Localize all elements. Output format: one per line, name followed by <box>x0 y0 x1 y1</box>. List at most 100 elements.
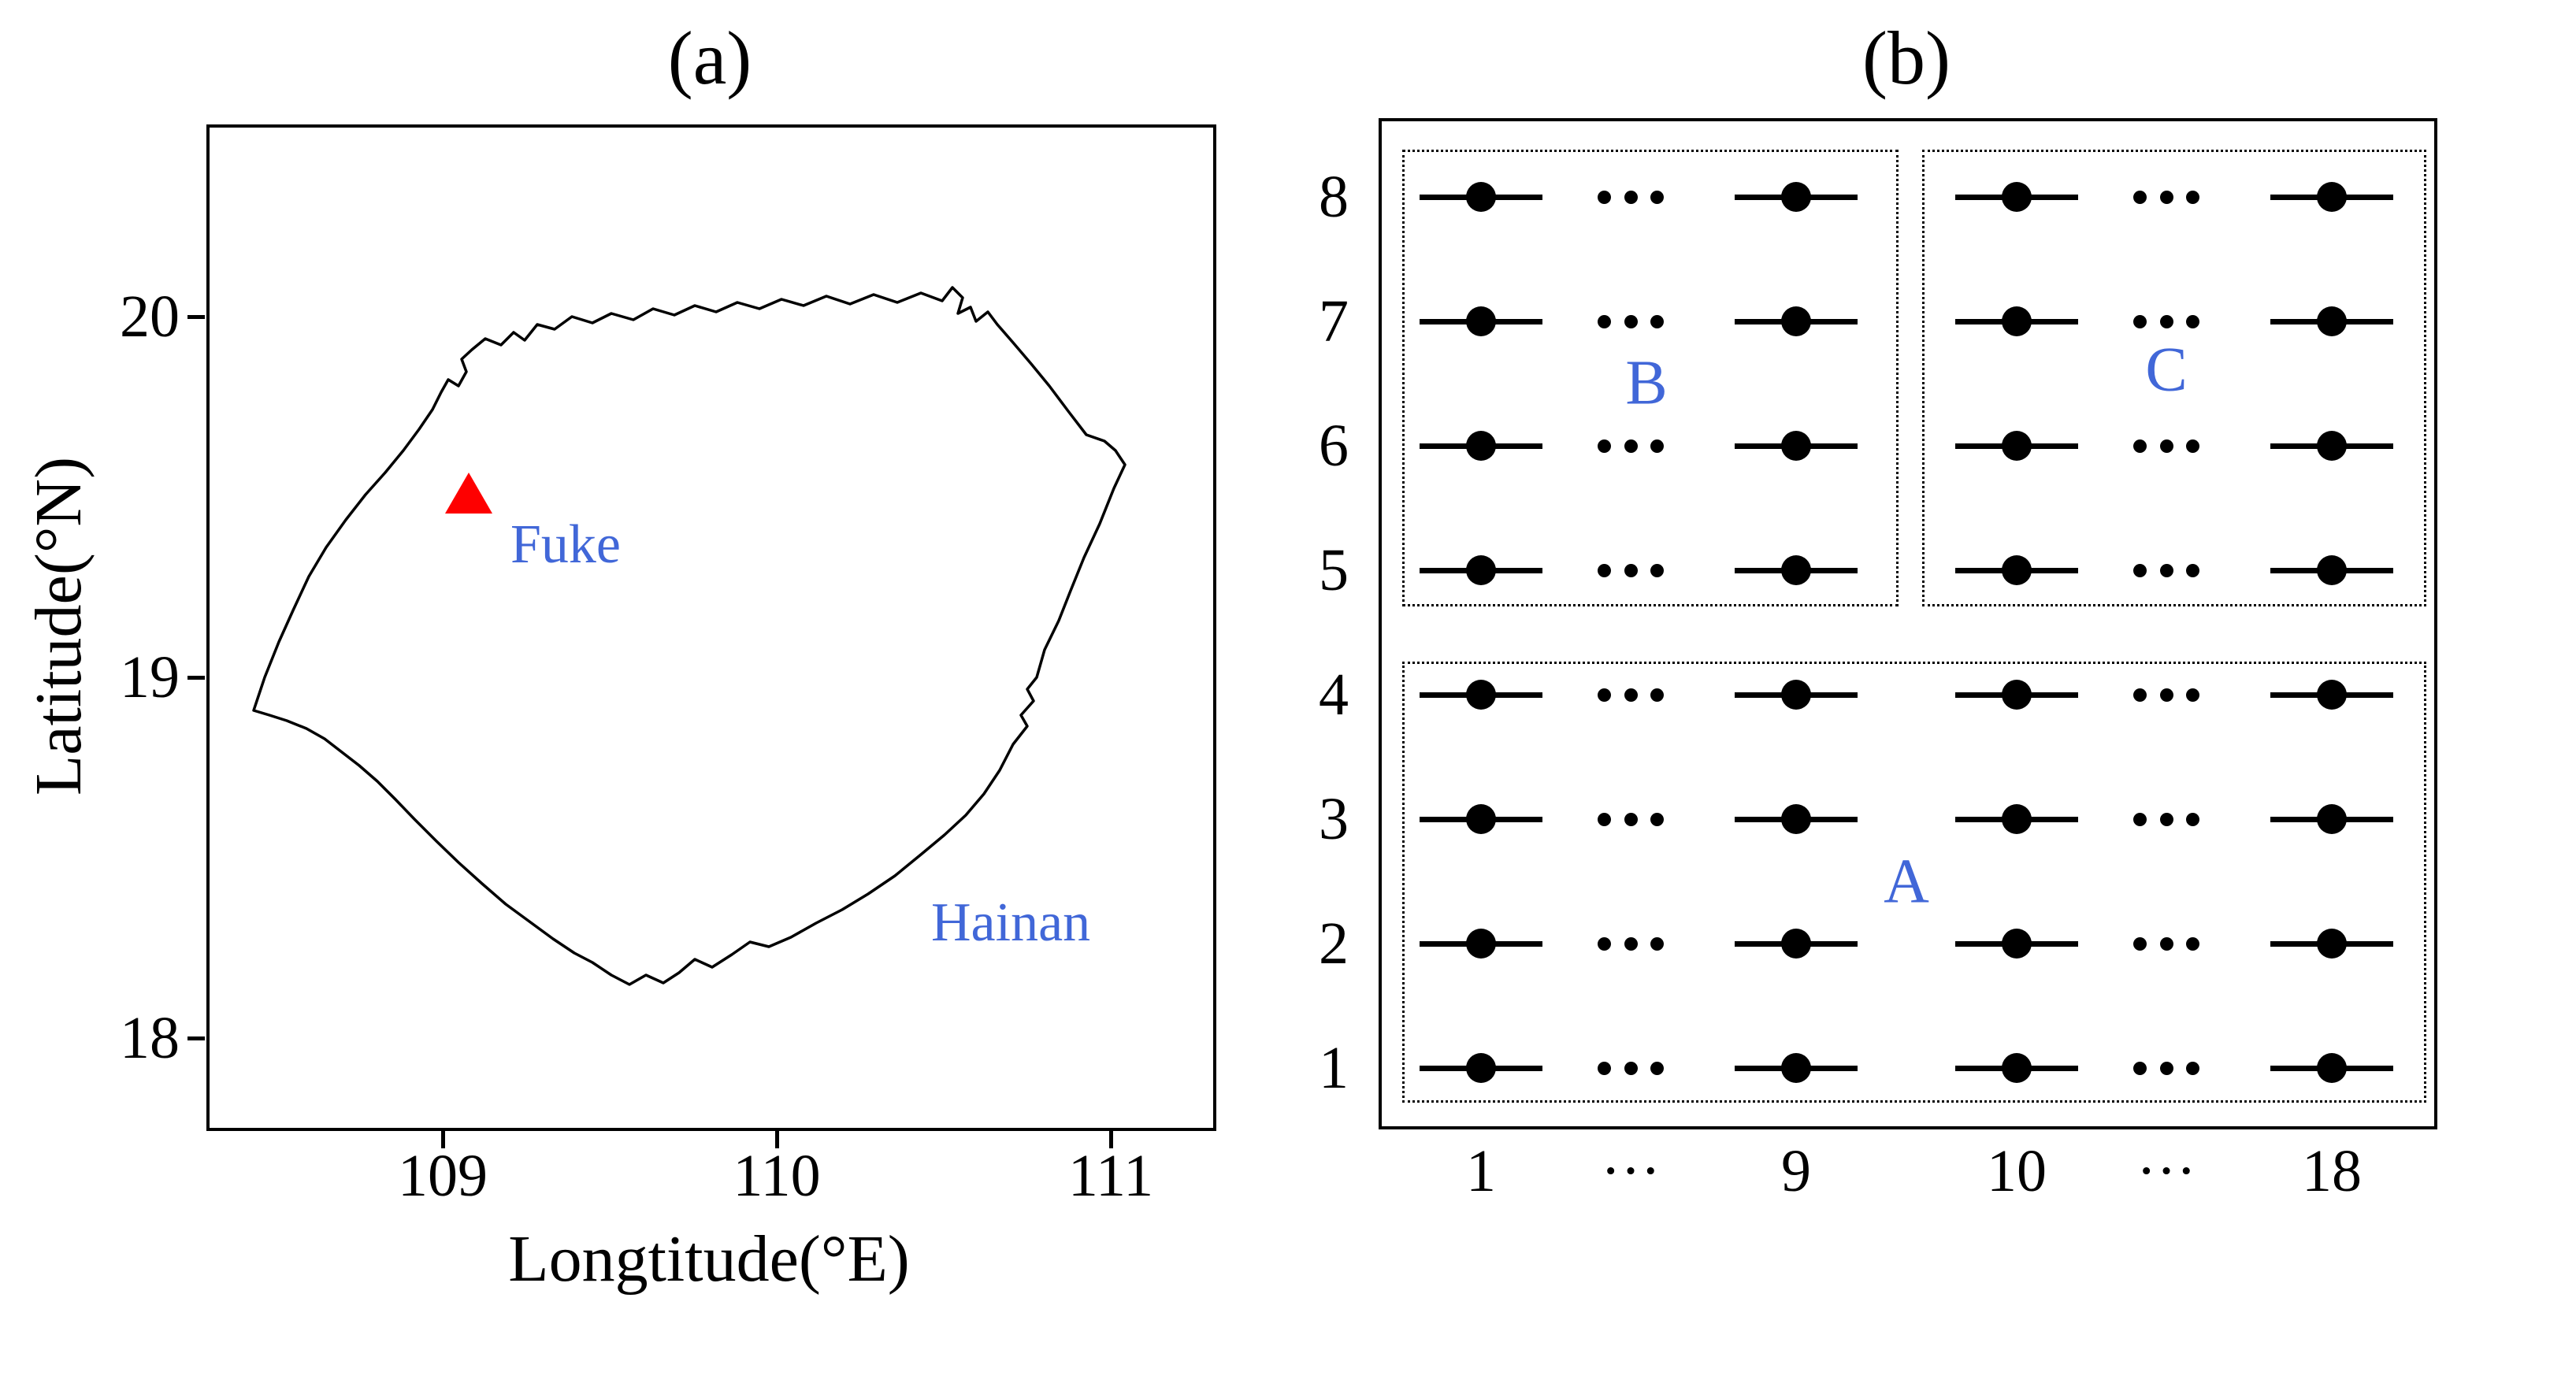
subarray-c-label: C <box>2145 335 2188 405</box>
ellipsis-dot <box>2186 314 2199 328</box>
array-row-label: 7 <box>1319 288 1349 354</box>
ellipsis-dot <box>2133 563 2147 577</box>
y-tick-label: 20 <box>120 284 180 350</box>
dipole-center-dot <box>1466 804 1496 834</box>
array-column-label: ··· <box>1601 1138 1661 1204</box>
array-element <box>1955 928 2078 959</box>
ellipsis-dot <box>1650 190 1664 204</box>
ellipsis-dot <box>1624 936 1638 951</box>
y-tick-mark <box>187 315 205 319</box>
dipole-center-dot <box>2317 804 2347 834</box>
ellipsis-dots <box>1598 439 1664 453</box>
dipole-center-dot <box>1781 804 1811 834</box>
array-row-label: 6 <box>1319 413 1349 479</box>
ellipsis-dots <box>2133 563 2199 577</box>
array-element <box>1735 181 1858 213</box>
dipole-center-dot <box>1466 555 1496 585</box>
ellipsis-dots <box>1598 936 1664 951</box>
ellipsis-dot <box>2159 1061 2173 1075</box>
x-tick-label: 109 <box>398 1143 488 1209</box>
ellipsis-dot <box>2133 314 2147 328</box>
array-element <box>1735 430 1858 462</box>
island-label: Hainan <box>931 892 1091 953</box>
y-tick-mark <box>187 1036 205 1040</box>
ellipsis-dot <box>2186 936 2199 951</box>
ellipsis-dot <box>1598 314 1611 328</box>
y-tick-label: 18 <box>120 1005 180 1071</box>
ellipsis-dot <box>2133 688 2147 702</box>
ellipsis-dot <box>1598 812 1611 826</box>
ellipsis-dot <box>1650 936 1664 951</box>
dipole-center-dot <box>2317 431 2347 461</box>
ellipsis-dot <box>2186 812 2199 826</box>
array-column-label: ··· <box>2136 1138 2196 1204</box>
x-tick-mark <box>775 1131 779 1148</box>
array-element <box>1955 430 2078 462</box>
subarray-b-label: B <box>1625 348 1668 418</box>
antenna-array-box <box>1379 118 2437 1129</box>
array-element <box>2270 928 2393 959</box>
ellipsis-dot <box>1650 314 1664 328</box>
dipole-center-dot <box>2317 555 2347 585</box>
y-tick-mark <box>187 676 205 680</box>
ellipsis-dot <box>2159 563 2173 577</box>
array-column-label: 10 <box>1987 1138 2047 1204</box>
array-row-label: 1 <box>1319 1035 1349 1101</box>
array-column-label: 9 <box>1781 1138 1811 1204</box>
array-element <box>2270 554 2393 586</box>
ellipsis-dot <box>1624 688 1638 702</box>
ellipsis-dot <box>2159 439 2173 453</box>
array-element <box>1735 679 1858 710</box>
ellipsis-dot <box>1598 1061 1611 1075</box>
station-marker-triangle <box>445 473 492 514</box>
array-element <box>1955 554 2078 586</box>
subarray-b-box <box>1402 150 1899 606</box>
ellipsis-dot <box>1650 439 1664 453</box>
x-tick-label: 111 <box>1067 1143 1154 1209</box>
ellipsis-dot <box>2133 936 2147 951</box>
dipole-center-dot <box>1781 182 1811 212</box>
dipole-center-dot <box>2002 182 2032 212</box>
array-column-label: 1 <box>1466 1138 1496 1204</box>
array-element <box>2270 430 2393 462</box>
ellipsis-dots <box>2133 812 2199 826</box>
array-element <box>2270 679 2393 710</box>
y-axis-label: Latitude(°N) <box>22 456 95 796</box>
array-element <box>1735 803 1858 835</box>
dipole-center-dot <box>2317 680 2347 710</box>
ellipsis-dots <box>1598 812 1664 826</box>
array-row-label: 5 <box>1319 537 1349 603</box>
x-axis-label: Longtitude(°E) <box>508 1222 910 1296</box>
array-element <box>1420 803 1542 835</box>
ellipsis-dot <box>1598 563 1611 577</box>
array-element <box>1420 1052 1542 1084</box>
array-element <box>1420 181 1542 213</box>
array-element <box>1420 554 1542 586</box>
array-element <box>2270 181 2393 213</box>
dipole-center-dot <box>1781 929 1811 959</box>
subarray-c-box <box>1922 150 2426 606</box>
ellipsis-dot <box>2133 1061 2147 1075</box>
dipole-center-dot <box>1466 929 1496 959</box>
ellipsis-dot <box>2159 812 2173 826</box>
ellipsis-dot <box>1598 936 1611 951</box>
ellipsis-dot <box>2159 936 2173 951</box>
ellipsis-dot <box>2159 190 2173 204</box>
x-tick-label: 110 <box>733 1143 821 1209</box>
ellipsis-dots <box>2133 190 2199 204</box>
ellipsis-dots <box>1598 1061 1664 1075</box>
ellipsis-dot <box>2186 1061 2199 1075</box>
dipole-center-dot <box>2002 804 2032 834</box>
ellipsis-dots <box>2133 314 2199 328</box>
array-element <box>2270 1052 2393 1084</box>
array-element <box>1735 1052 1858 1084</box>
dipole-center-dot <box>2002 306 2032 336</box>
array-element <box>1420 430 1542 462</box>
ellipsis-dot <box>1624 563 1638 577</box>
dipole-center-dot <box>2002 680 2032 710</box>
ellipsis-dot <box>1650 812 1664 826</box>
ellipsis-dot <box>2186 688 2199 702</box>
ellipsis-dot <box>1624 812 1638 826</box>
x-tick-mark <box>1109 1131 1113 1148</box>
dipole-center-dot <box>1781 680 1811 710</box>
